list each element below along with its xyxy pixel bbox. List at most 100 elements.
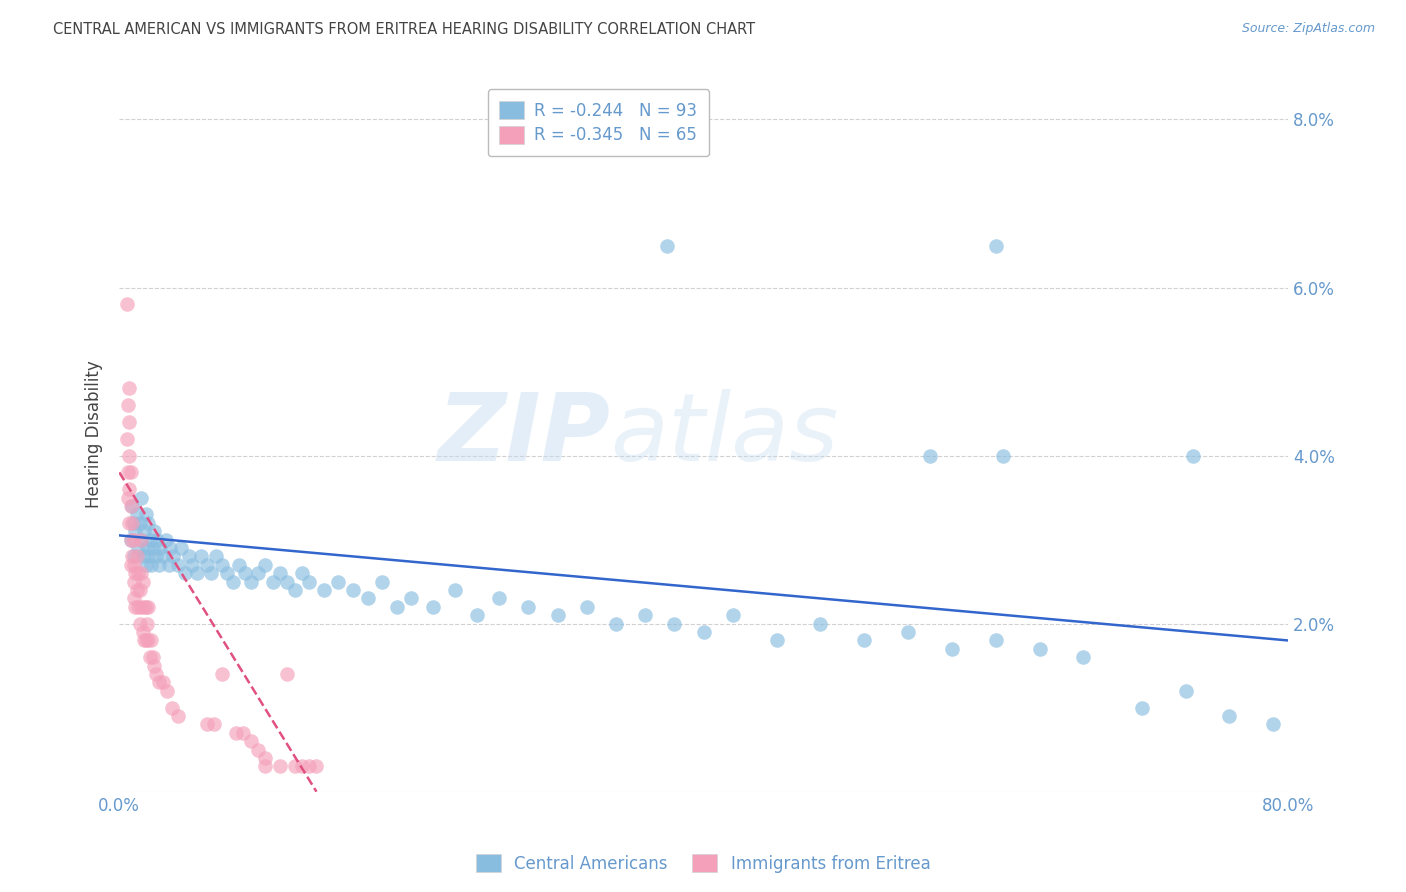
Point: [124, 524, 146, 539]
Point: [984, 633, 1007, 648]
Point: [122, 516, 145, 530]
Point: [166, 709, 188, 723]
Point: [129, 491, 152, 505]
Point: [117, 466, 139, 480]
Point: [247, 566, 270, 581]
Point: [131, 574, 153, 589]
Point: [139, 533, 162, 547]
Legend: Central Americans, Immigrants from Eritrea: Central Americans, Immigrants from Eritr…: [468, 847, 938, 880]
Point: [125, 582, 148, 597]
Point: [118, 381, 141, 395]
Point: [138, 549, 160, 564]
Point: [1130, 700, 1153, 714]
Point: [401, 591, 423, 606]
Point: [129, 566, 152, 581]
Point: [179, 549, 201, 564]
Point: [141, 633, 163, 648]
Point: [211, 558, 233, 572]
Point: [1181, 449, 1204, 463]
Point: [211, 667, 233, 681]
Point: [356, 591, 378, 606]
Point: [120, 533, 142, 547]
Point: [127, 566, 149, 581]
Point: [232, 726, 254, 740]
Point: [136, 541, 159, 555]
Point: [136, 616, 159, 631]
Point: [225, 726, 247, 740]
Point: [239, 574, 262, 589]
Point: [174, 566, 197, 581]
Point: [1073, 650, 1095, 665]
Text: Source: ZipAtlas.com: Source: ZipAtlas.com: [1241, 22, 1375, 36]
Point: [239, 734, 262, 748]
Point: [127, 541, 149, 555]
Point: [152, 675, 174, 690]
Point: [291, 566, 314, 581]
Point: [547, 608, 569, 623]
Point: [152, 549, 174, 564]
Point: [118, 516, 141, 530]
Point: [342, 582, 364, 597]
Point: [118, 449, 141, 463]
Point: [276, 574, 298, 589]
Point: [128, 616, 150, 631]
Point: [254, 759, 277, 773]
Point: [145, 667, 167, 681]
Point: [129, 533, 152, 547]
Point: [853, 633, 876, 648]
Point: [385, 599, 408, 614]
Point: [217, 566, 239, 581]
Point: [129, 533, 152, 547]
Point: [120, 499, 142, 513]
Point: [305, 759, 328, 773]
Point: [122, 558, 145, 572]
Point: [155, 533, 177, 547]
Point: [156, 684, 179, 698]
Point: [117, 491, 139, 505]
Point: [120, 466, 142, 480]
Point: [291, 759, 314, 773]
Point: [148, 558, 170, 572]
Point: [120, 533, 142, 547]
Y-axis label: Hearing Disability: Hearing Disability: [86, 360, 103, 508]
Point: [157, 558, 180, 572]
Point: [202, 717, 225, 731]
Point: [142, 650, 165, 665]
Point: [166, 558, 188, 572]
Point: [298, 574, 321, 589]
Point: [160, 700, 183, 714]
Point: [135, 633, 157, 648]
Point: [284, 582, 307, 597]
Point: [655, 238, 678, 252]
Point: [124, 566, 146, 581]
Point: [128, 582, 150, 597]
Legend: R = -0.244   N = 93, R = -0.345   N = 65: R = -0.244 N = 93, R = -0.345 N = 65: [488, 89, 709, 156]
Point: [984, 238, 1007, 252]
Point: [129, 599, 152, 614]
Point: [143, 524, 166, 539]
Point: [276, 667, 298, 681]
Point: [131, 549, 153, 564]
Point: [120, 558, 142, 572]
Point: [135, 508, 157, 522]
Point: [121, 499, 143, 513]
Point: [1028, 641, 1050, 656]
Point: [132, 599, 155, 614]
Point: [721, 608, 744, 623]
Point: [195, 717, 218, 731]
Point: [465, 608, 488, 623]
Point: [122, 574, 145, 589]
Point: [262, 574, 284, 589]
Point: [138, 633, 160, 648]
Point: [122, 533, 145, 547]
Point: [139, 650, 162, 665]
Point: [488, 591, 510, 606]
Point: [312, 582, 335, 597]
Text: atlas: atlas: [610, 389, 838, 480]
Point: [254, 751, 277, 765]
Point: [991, 449, 1014, 463]
Point: [897, 625, 920, 640]
Point: [125, 508, 148, 522]
Point: [121, 516, 143, 530]
Point: [328, 574, 350, 589]
